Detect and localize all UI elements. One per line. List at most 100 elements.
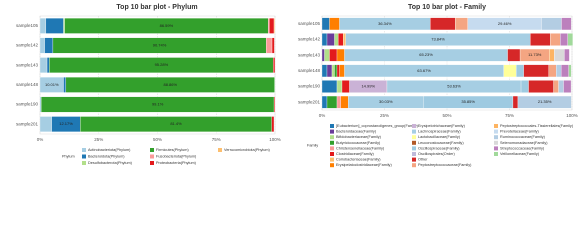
value-label: 35.85% (461, 99, 475, 104)
value-label: 12.17% (59, 121, 73, 126)
x-tick-label: 0% (319, 113, 326, 118)
chart-title: Top 10 bar plot - Family (408, 4, 486, 11)
legend-label: Bacteroidaceae(Family) (336, 130, 377, 134)
bar-segment (321, 95, 328, 109)
bar-segment (271, 116, 275, 132)
bar-segment (548, 64, 557, 78)
bar-segment (336, 80, 343, 93)
bar-segment (507, 48, 521, 62)
bar-segment (563, 80, 572, 93)
x-tick-label: 0% (37, 137, 44, 142)
value-label: 90.74% (153, 43, 167, 48)
bar-segment (512, 95, 519, 109)
y-tick-label: sample143 (298, 52, 321, 57)
x-tick-label: 25% (380, 113, 389, 118)
y-tick-label: sample148 (298, 68, 321, 73)
legend-label: Butyricicoccaceae(Family) (336, 141, 381, 145)
legend-swatch (82, 154, 86, 159)
value-label: 63.67% (417, 68, 431, 73)
bar-segment (334, 64, 338, 78)
bar-segment (39, 57, 48, 73)
legend-label: Erysipelatoclostridiaceae(Family) (336, 163, 392, 167)
x-tick-label: 50% (442, 113, 451, 118)
value-label: 14.99% (361, 84, 375, 89)
bar-segment (554, 48, 565, 62)
legend-swatch (412, 140, 416, 145)
legend-label: Desulfobacterota(Phylum) (88, 161, 133, 165)
bar-segment (558, 80, 564, 93)
legend-label: Ruminococcaceae(Family) (500, 135, 546, 139)
x-tick-label: 100% (566, 113, 578, 118)
y-tick-label: sample143 (16, 62, 39, 67)
legend-swatch (412, 129, 416, 134)
x-tick-label: 50% (153, 137, 162, 142)
bar-segment (39, 116, 52, 132)
bar-segment (331, 64, 335, 78)
legend-title: Phylum (62, 155, 75, 159)
bar-segment (321, 17, 330, 31)
legend-swatch (494, 135, 498, 140)
legend-swatch (412, 124, 416, 128)
bar-segment (45, 18, 64, 34)
legend-swatch (330, 157, 334, 162)
bar-segment (273, 96, 276, 113)
bar-segment (568, 64, 572, 78)
legend-label: Leuconostocaceae(Family) (418, 141, 464, 145)
bar-segment (46, 57, 50, 73)
legend-label: Coriobacteriaceae(Family) (336, 158, 381, 162)
bar-segment (553, 80, 559, 93)
bar-segment (340, 95, 349, 109)
y-tick-label: sample142 (298, 37, 321, 42)
legend-swatch (494, 152, 498, 156)
bar-segment (336, 48, 345, 62)
bar-segment (273, 57, 276, 73)
legend-label: Lactobacillaceae(Family) (418, 135, 461, 139)
value-label: 36.34% (378, 21, 392, 26)
value-label: 29.46% (498, 21, 512, 26)
legend-swatch (330, 140, 334, 145)
legend-swatch (330, 146, 334, 151)
y-tick-label: sample148 (16, 82, 39, 87)
y-tick-label: sample201 (16, 121, 39, 126)
value-label: 21.35% (538, 99, 552, 104)
bar-segment (44, 37, 54, 54)
legend-swatch (330, 152, 334, 156)
bar-segment (517, 95, 572, 109)
y-tick-label: sample105 (16, 23, 39, 28)
bar-segment (39, 96, 42, 113)
y-tick-label: sample142 (16, 43, 39, 48)
bar-segment (430, 17, 456, 31)
x-tick-label: 75% (505, 113, 514, 118)
bar-segment (326, 64, 333, 78)
legend-label: Peptostreptococcales-Tissierellales(Fami… (500, 124, 574, 128)
legend-label: Erysipelotrichaceae(Family) (418, 124, 466, 128)
bar-segment (321, 80, 338, 93)
legend-swatch (150, 154, 154, 159)
legend-label: Bifidobacteriaceae(Family) (336, 135, 382, 139)
bar-segment (329, 48, 338, 62)
legend-swatch (412, 157, 416, 162)
x-tick-label: 25% (94, 137, 103, 142)
legend-label: Prevotellaceae(Family) (500, 130, 540, 134)
legend-swatch (82, 161, 86, 165)
bar-segment (324, 48, 330, 62)
legend-label: Actinobacteriota(Phylum) (88, 148, 131, 152)
legend-swatch (494, 124, 498, 128)
bar-segment (39, 18, 47, 34)
bar-segment (326, 95, 338, 109)
legend-swatch (330, 124, 334, 128)
legend-title: Family (307, 144, 318, 148)
bar-segment (273, 18, 276, 34)
bar-segment (564, 48, 570, 62)
bar-segment (530, 33, 551, 46)
plot-area (321, 15, 573, 111)
y-tick-label: sample190 (16, 102, 39, 107)
legend-label: Clostridiaceae(Family) (336, 152, 375, 156)
legend-label: Peptostreptococcaceae(Family) (418, 163, 472, 167)
bar-segment (341, 80, 350, 93)
bar-segment (339, 64, 345, 78)
bar-segment (503, 64, 517, 78)
bar-segment (516, 64, 524, 78)
x-tick-label: 100% (269, 137, 281, 142)
bar-segment (321, 64, 328, 78)
